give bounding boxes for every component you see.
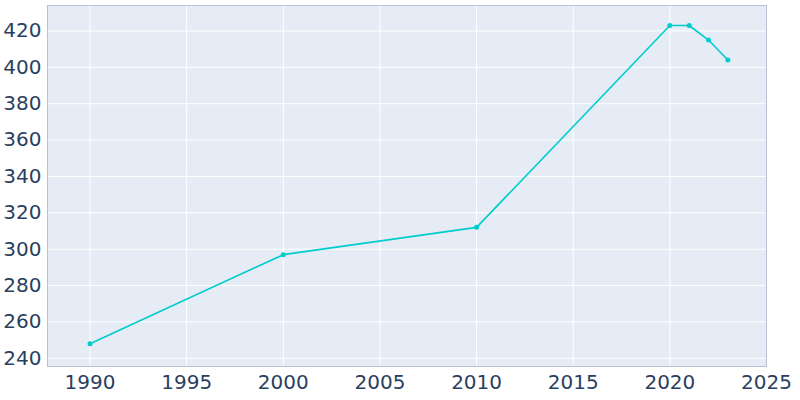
svg-text:360: 360 (3, 127, 41, 151)
svg-text:340: 340 (3, 164, 41, 188)
svg-text:260: 260 (3, 309, 41, 333)
svg-text:300: 300 (3, 237, 41, 261)
svg-text:380: 380 (3, 91, 41, 115)
svg-text:2010: 2010 (451, 370, 502, 394)
svg-text:320: 320 (3, 200, 41, 224)
svg-text:2000: 2000 (258, 370, 309, 394)
svg-text:400: 400 (3, 55, 41, 79)
svg-text:2015: 2015 (548, 370, 599, 394)
svg-text:420: 420 (3, 18, 41, 42)
svg-text:280: 280 (3, 273, 41, 297)
svg-text:1990: 1990 (65, 370, 116, 394)
svg-text:1995: 1995 (161, 370, 212, 394)
svg-text:2020: 2020 (644, 370, 695, 394)
svg-text:2005: 2005 (354, 370, 405, 394)
svg-text:2025: 2025 (741, 370, 792, 394)
svg-text:240: 240 (3, 346, 41, 370)
